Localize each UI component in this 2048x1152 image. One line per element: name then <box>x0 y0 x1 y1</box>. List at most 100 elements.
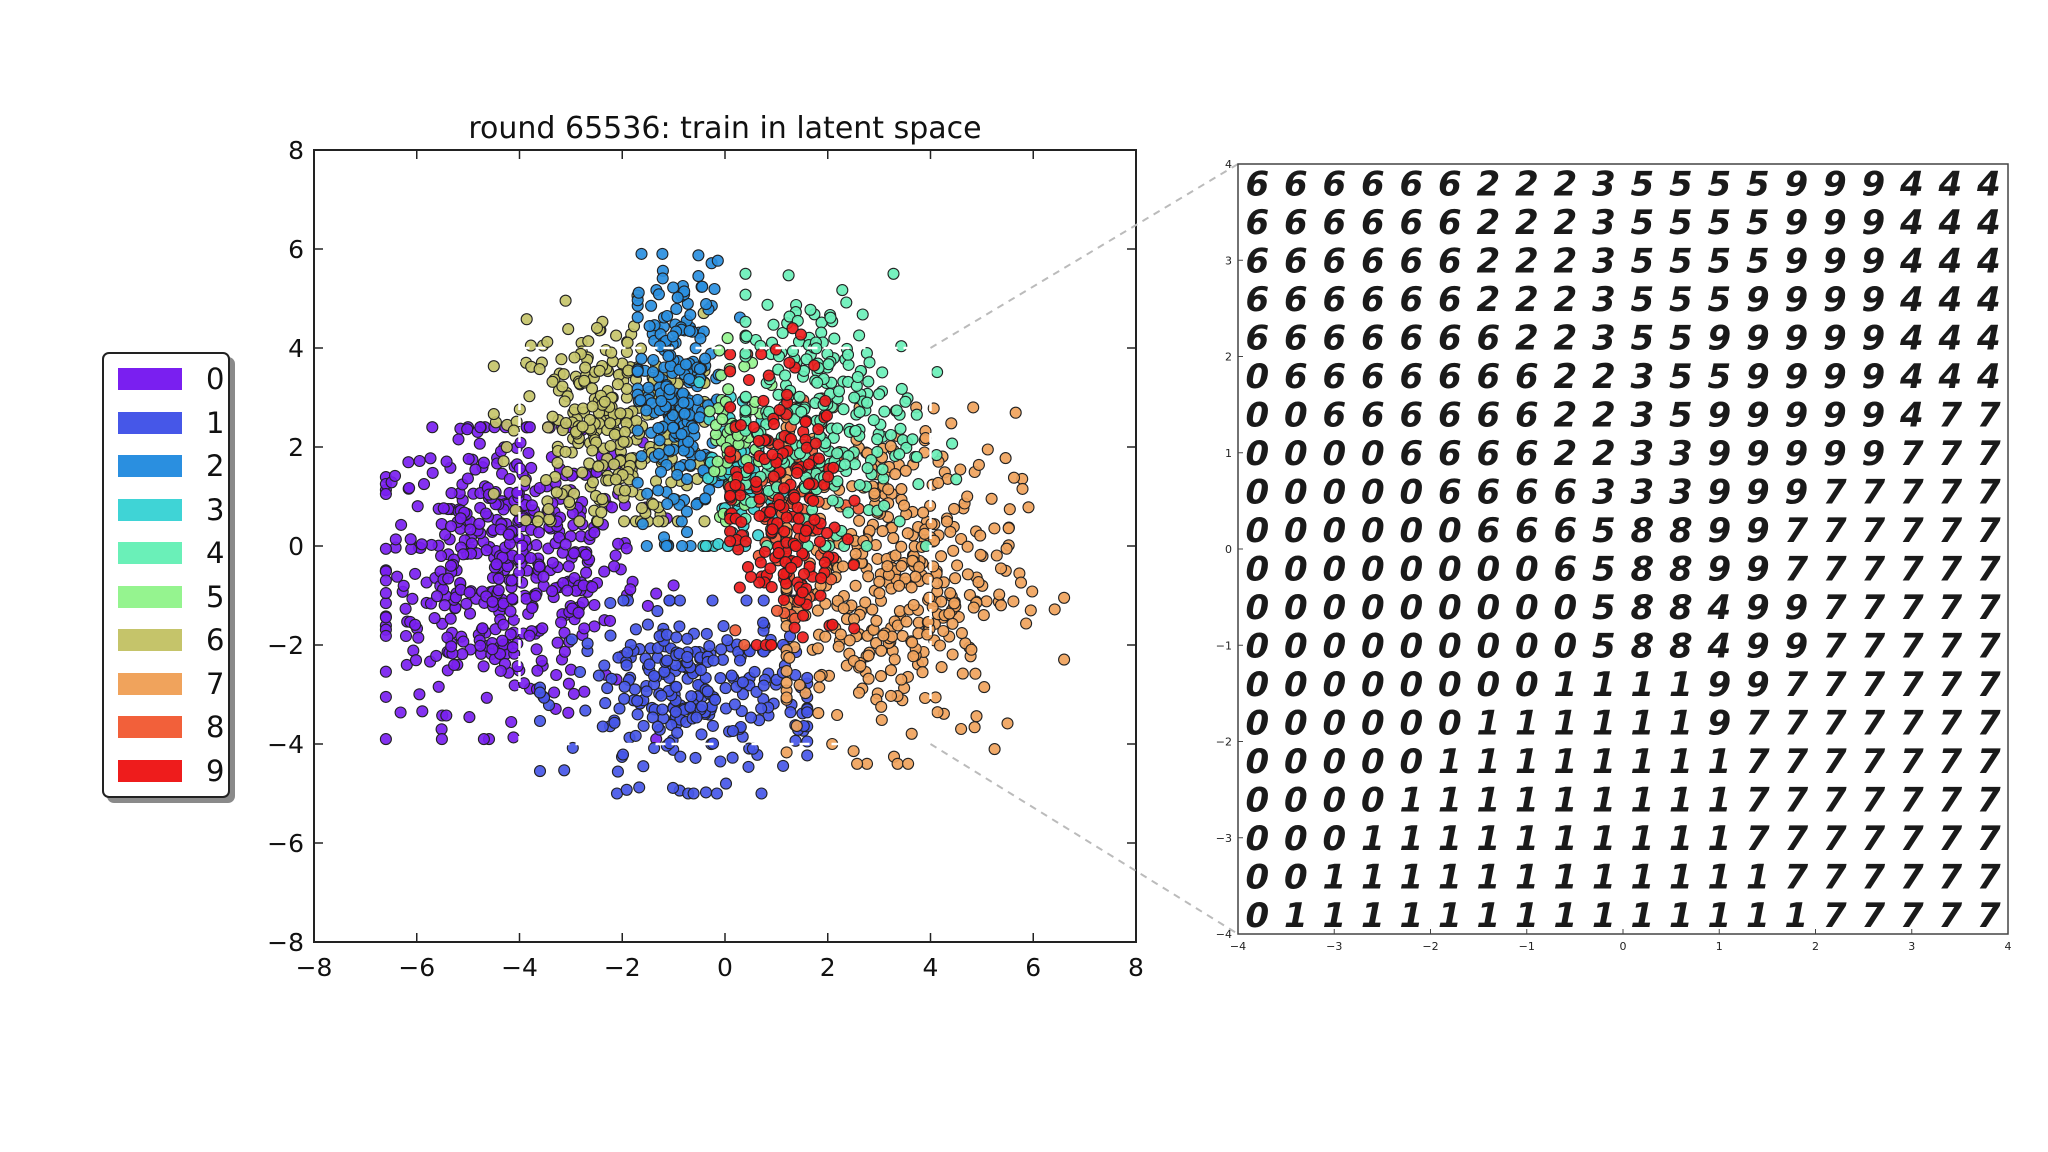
manifold-digit: 1 <box>1630 781 1654 821</box>
manifold-x-tick-label: 1 <box>1716 940 1723 953</box>
scatter-point-6 <box>586 476 599 489</box>
manifold-digit: 0 <box>1322 819 1346 859</box>
manifold-digit: 6 <box>1438 319 1462 359</box>
scatter-point-4 <box>946 437 959 450</box>
scatter-point-7 <box>887 532 900 545</box>
scatter-point-0 <box>533 481 546 495</box>
manifold-digit: 4 <box>1976 165 2001 205</box>
scatter-point-7 <box>812 707 825 720</box>
manifold-digit: 7 <box>1900 473 1924 513</box>
manifold-digit: 3 <box>1669 434 1693 474</box>
scatter-point-7 <box>935 661 948 674</box>
scatter-point-0 <box>379 665 392 678</box>
scatter-point-1 <box>621 646 634 659</box>
scatter-point-7 <box>862 570 875 583</box>
scatter-point-7 <box>868 487 881 500</box>
manifold-digit: 7 <box>1977 434 2001 474</box>
scatter-point-4 <box>890 404 903 417</box>
manifold-y-tick-label: −3 <box>1216 832 1232 845</box>
manifold-digit: 1 <box>1284 896 1308 936</box>
scatter-point-6 <box>604 417 617 430</box>
scatter-point-0 <box>505 574 518 587</box>
manifold-digit: 6 <box>1399 434 1423 474</box>
manifold-digit: 6 <box>1284 319 1308 359</box>
scatter-point-1 <box>681 632 694 645</box>
manifold-digit: 9 <box>1861 280 1885 320</box>
scatter-point-9 <box>724 401 737 414</box>
scatter-point-2 <box>671 468 684 481</box>
manifold-digit: 4 <box>1899 357 1924 397</box>
manifold-digit: 9 <box>1746 550 1770 590</box>
manifold-digit: 0 <box>1553 627 1577 667</box>
scatter-point-9 <box>724 489 737 502</box>
manifold-digit: 7 <box>1784 511 1808 551</box>
scatter-point-9 <box>789 539 802 553</box>
manifold-digit: 0 <box>1284 742 1308 782</box>
scatter-point-2 <box>694 332 707 345</box>
manifold-y-tick-label: 4 <box>1225 158 1232 171</box>
manifold-digit: 1 <box>1669 819 1693 859</box>
scatter-point-7 <box>978 681 991 694</box>
scatter-point-0 <box>445 520 458 533</box>
manifold-digit: 9 <box>1746 434 1770 474</box>
scatter-point-1 <box>646 711 659 724</box>
manifold-y-tick-label: 0 <box>1225 543 1232 556</box>
manifold-digit: 7 <box>1977 627 2001 667</box>
scatter-point-0 <box>551 636 564 649</box>
manifold-digit: 1 <box>1553 896 1577 936</box>
manifold-digit: 7 <box>1861 742 1885 782</box>
scatter-point-4 <box>887 267 900 280</box>
manifold-digit: 4 <box>1976 203 2001 243</box>
scatter-point-1 <box>604 596 617 610</box>
manifold-digit: 7 <box>1861 588 1885 628</box>
scatter-point-1 <box>651 720 664 733</box>
manifold-digit: 0 <box>1284 819 1308 859</box>
scatter-point-7 <box>780 746 793 759</box>
manifold-digit: 6 <box>1476 511 1500 551</box>
manifold-digit: 7 <box>1900 665 1924 705</box>
scatter-point-1 <box>709 693 722 706</box>
scatter-point-4 <box>739 288 752 301</box>
manifold-digit: 1 <box>1669 896 1693 936</box>
scatter-point-1 <box>608 716 621 729</box>
manifold-digit: 7 <box>1938 511 1962 551</box>
scatter-point-0 <box>530 643 543 656</box>
manifold-digit: 1 <box>1438 781 1462 821</box>
legend-item-8: 8 <box>114 710 224 744</box>
manifold-digit: 0 <box>1361 665 1385 705</box>
manifold-digit: 9 <box>1746 473 1770 513</box>
scatter-point-2 <box>640 539 653 553</box>
scatter-point-4 <box>804 303 817 316</box>
manifold-digit: 2 <box>1476 203 1500 243</box>
scatter-point-1 <box>581 637 594 650</box>
scatter-point-0 <box>562 560 575 573</box>
scatter-point-7 <box>836 560 850 573</box>
scatter-point-2 <box>699 352 712 365</box>
manifold-digit: 7 <box>1900 781 1924 821</box>
scatter-point-1 <box>726 724 739 738</box>
manifold-digit: 0 <box>1438 627 1462 667</box>
manifold-digit: 0 <box>1438 588 1462 628</box>
manifold-digit: 4 <box>1976 280 2001 320</box>
manifold-digit: 6 <box>1322 396 1346 436</box>
scatter-point-6 <box>541 421 555 434</box>
scatter-point-6 <box>647 498 660 511</box>
scatter-point-1 <box>617 594 630 607</box>
scatter-point-9 <box>773 499 786 512</box>
legend-swatch <box>118 542 182 564</box>
scatter-point-6 <box>531 515 544 528</box>
manifold-digit: 4 <box>1937 203 1962 243</box>
manifold-digit: 1 <box>1592 704 1616 744</box>
scatter-point-7 <box>955 627 968 640</box>
manifold-digit: 1 <box>1553 858 1577 898</box>
manifold-digit: 9 <box>1784 242 1808 282</box>
scatter-point-0 <box>394 706 407 719</box>
manifold-digit: 1 <box>1399 819 1423 859</box>
scatter-point-9 <box>762 369 775 382</box>
manifold-digit: 2 <box>1553 434 1577 474</box>
manifold-digit: 8 <box>1669 627 1693 667</box>
manifold-digit: 0 <box>1284 396 1308 436</box>
scatter-point-6 <box>543 513 556 526</box>
manifold-digit: 1 <box>1630 819 1654 859</box>
scatter-point-6 <box>550 486 563 499</box>
